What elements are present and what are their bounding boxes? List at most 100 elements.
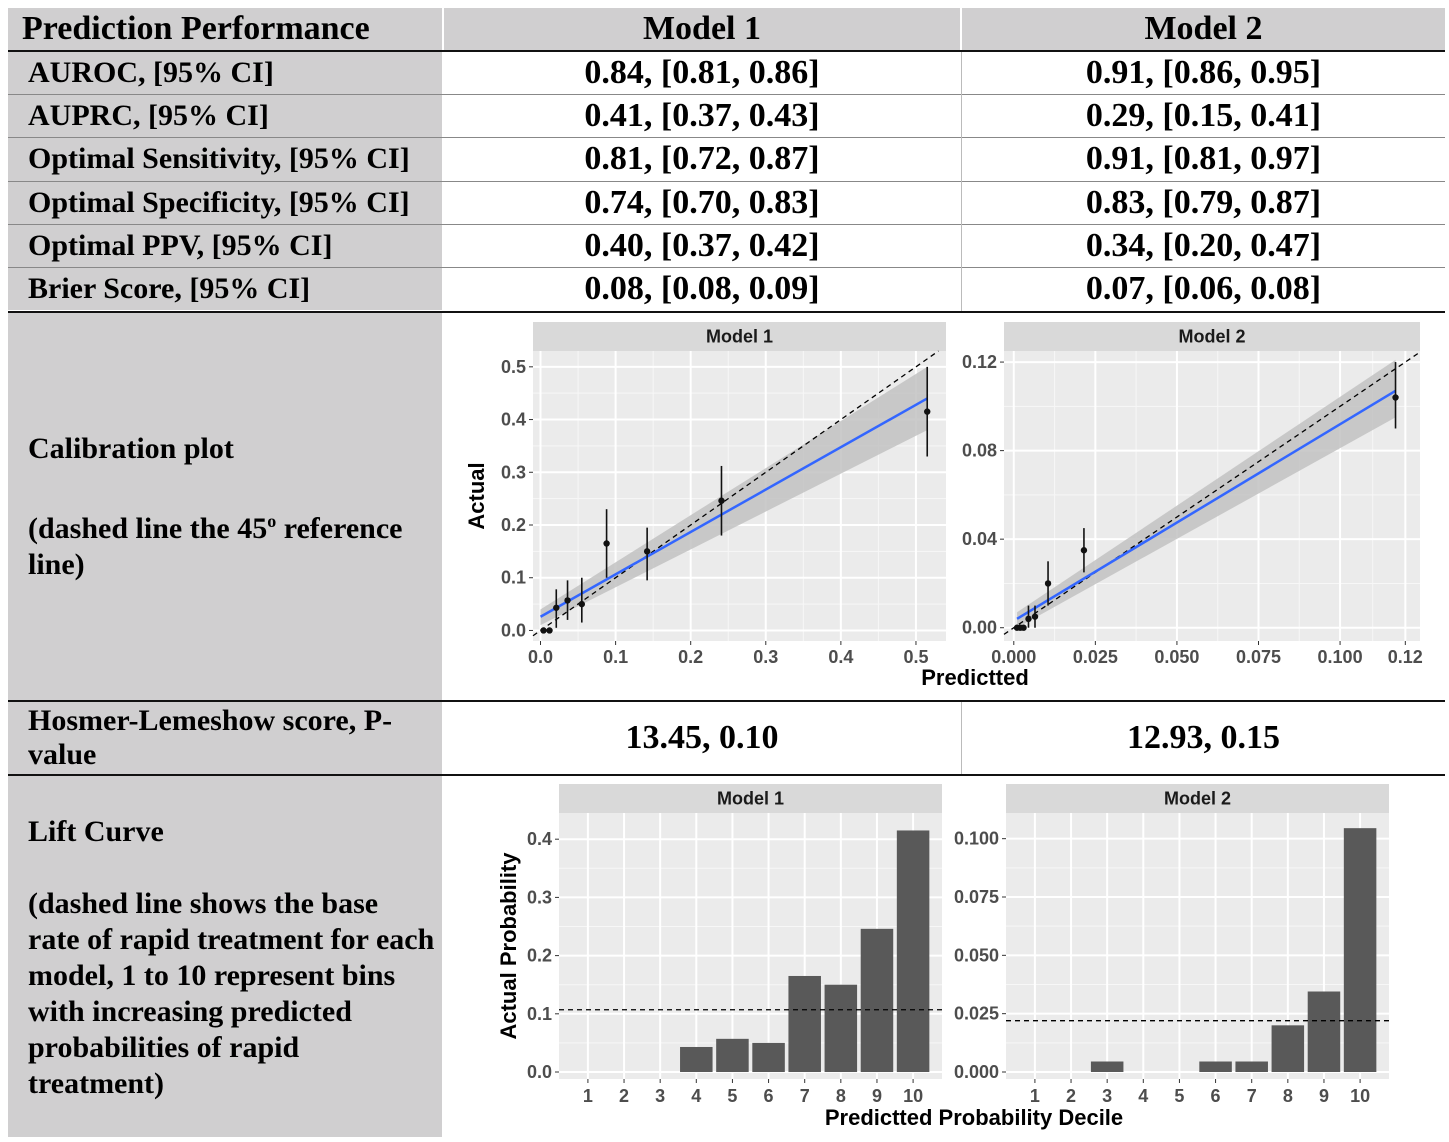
x-tick-label: 1: [583, 1086, 593, 1106]
bar: [752, 1042, 785, 1073]
x-tick-label: 10: [1350, 1086, 1370, 1106]
metric-label: AUPRC, [95% CI]: [28, 99, 269, 133]
x-tick-label: 0.025: [1073, 647, 1118, 667]
facet-title: Model 2: [1164, 789, 1231, 809]
hosmer-model2-cell: 12.93, 0.15: [962, 702, 1445, 774]
facet-title: Model 1: [717, 789, 784, 809]
lift-plot-area: Model 1 1 2 3 4 5 6 7 8 9 10 0.0 0.1 0.2 0.3 0.4 Actual …: [444, 776, 1445, 1137]
data-point: [553, 604, 560, 611]
metric-model1-value: 0.81, [0.72, 0.87]: [584, 140, 820, 178]
metric-model1-value: 0.08, [0.08, 0.09]: [584, 270, 820, 308]
y-tick-label: 0.0: [527, 1062, 552, 1082]
y-axis-label: Actual Probability: [496, 852, 521, 1040]
metric-model2-value: 0.91, [0.81, 0.97]: [1085, 140, 1322, 178]
x-tick-label: 3: [1102, 1086, 1112, 1106]
fit-line: [1016, 389, 1397, 620]
data-point: [1020, 624, 1027, 631]
bar: [824, 984, 858, 1073]
x-tick-label: 1: [1030, 1086, 1040, 1106]
y-tick-label: 0.12: [962, 352, 997, 372]
header-model1: Model 1: [444, 8, 960, 50]
row-divider: [8, 180, 1445, 182]
metric-model1-value-cell: 0.74, [0.70, 0.83]: [444, 182, 960, 224]
y-tick-label: 0.00: [962, 618, 997, 638]
bar: [1199, 1061, 1232, 1072]
hosmer-model1-value: 13.45, 0.10: [625, 719, 779, 756]
x-tick-label: 4: [691, 1086, 701, 1106]
metric-model1-value: 0.84, [0.81, 0.86]: [584, 54, 820, 92]
x-tick-label: 7: [1247, 1086, 1257, 1106]
facet-strip: [533, 322, 946, 351]
y-tick-label: 0.4: [501, 410, 526, 430]
x-tick-label: 9: [1319, 1086, 1329, 1106]
metric-model2-value-cell: 0.07, [0.06, 0.08]: [962, 268, 1445, 310]
metric-label-cell: Brier Score, [95% CI]: [8, 268, 442, 311]
data-point: [1392, 394, 1399, 401]
metric-label: AUROC, [95% CI]: [28, 56, 274, 90]
x-axis-label: Predictted: [921, 665, 1029, 690]
metric-label: Brier Score, [95% CI]: [28, 272, 311, 306]
header-label-text: Prediction Performance: [22, 10, 370, 47]
x-tick-label: 7: [800, 1086, 810, 1106]
metric-label-cell: AUROC, [95% CI]: [8, 52, 442, 95]
x-tick-label: 0.2: [678, 647, 703, 667]
x-tick-label: 6: [764, 1086, 774, 1106]
bar: [1090, 1061, 1124, 1072]
facet-title: Model 1: [706, 327, 773, 347]
bar: [1343, 828, 1377, 1072]
data-point: [1031, 613, 1039, 620]
hosmer-label-cell: Hosmer-Lemeshow score, P-value: [8, 702, 442, 774]
calibration-plot-area: Model 1 0.0 0.1 0.2 0.3 0.4 0.5 0.0 0.1 0.2 0.3 0.4…: [444, 313, 1445, 700]
metric-label-cell: Optimal Specificity, [95% CI]: [8, 181, 442, 224]
y-tick-label: 0.3: [527, 887, 552, 907]
x-tick-label: 2: [619, 1086, 629, 1106]
bar: [860, 928, 894, 1073]
hosmer-label: Hosmer-Lemeshow score, P-value: [28, 704, 393, 771]
metric-model2-value: 0.34, [0.20, 0.47]: [1085, 226, 1322, 264]
data-point: [1080, 547, 1088, 554]
x-tick-label: 9: [872, 1086, 882, 1106]
calibration-note: (dashed line the 45o reference line): [28, 510, 403, 581]
bar: [896, 830, 930, 1073]
reference-line: [532, 350, 939, 637]
header-model2-text: Model 2: [1144, 10, 1263, 47]
x-tick-label: 0.100: [1318, 647, 1363, 667]
facet-strip: [1006, 784, 1389, 813]
metric-model1-value-cell: 0.81, [0.72, 0.87]: [444, 138, 960, 180]
row-divider: [8, 50, 1445, 52]
x-tick-label: 0.5: [903, 647, 928, 667]
y-tick-label: 0.100: [954, 829, 999, 849]
data-point: [1044, 580, 1052, 587]
x-tick-label: 0.1: [603, 647, 628, 667]
x-tick-label: 8: [1283, 1086, 1293, 1106]
y-tick-label: 0.5: [501, 357, 526, 377]
x-tick-label: 0.0: [528, 647, 553, 667]
header-model1-text: Model 1: [642, 10, 762, 47]
facet-strip: [559, 784, 942, 813]
bar: [680, 1046, 713, 1073]
metric-model1-value: 0.74, [0.70, 0.83]: [584, 183, 820, 221]
metric-label-cell: Optimal PPV, [95% CI]: [8, 224, 442, 267]
data-point: [924, 408, 931, 415]
x-tick-label: 4: [1138, 1086, 1148, 1106]
y-tick-label: 0.075: [954, 887, 999, 907]
fit-line: [539, 397, 928, 618]
data-point: [603, 540, 610, 547]
metric-model2-value: 0.91, [0.86, 0.95]: [1085, 54, 1322, 92]
data-point: [546, 627, 553, 634]
x-tick-label: 0.050: [1154, 647, 1199, 667]
row-divider: [8, 94, 1445, 96]
metric-label: Optimal Specificity, [95% CI]: [28, 185, 410, 219]
x-tick-label: 0.3: [753, 647, 778, 667]
metric-model2-value: 0.07, [0.06, 0.08]: [1085, 270, 1322, 308]
y-tick-label: 0.1: [501, 568, 526, 588]
y-tick-label: 0.08: [962, 441, 997, 461]
facet-strip: [1004, 322, 1420, 351]
x-axis-label: Predictted Probability Decile: [825, 1105, 1123, 1130]
x-tick-label: 0.12: [1388, 647, 1423, 667]
header-col-label: Prediction Performance: [8, 8, 442, 50]
row-divider: [8, 267, 1445, 268]
facet-title: Model 2: [1178, 327, 1245, 347]
x-tick-label: 5: [1174, 1086, 1184, 1106]
metric-model1-value-cell: 0.08, [0.08, 0.09]: [444, 268, 960, 310]
